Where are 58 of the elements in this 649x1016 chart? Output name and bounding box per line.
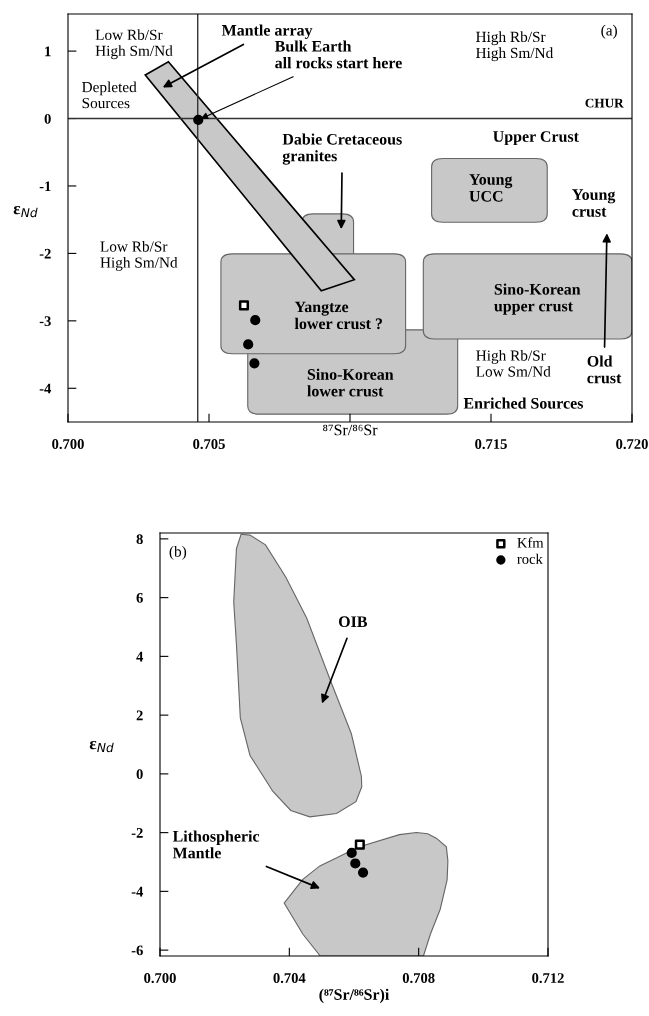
annotation: (a) xyxy=(601,24,617,39)
annotation: Depleted Sources xyxy=(82,81,137,109)
x-tick-label: 0.700 xyxy=(52,439,84,449)
y-tick-label: -6 xyxy=(131,945,143,956)
y-tick-label: 0 xyxy=(44,113,51,124)
y-tick-label: -1 xyxy=(39,181,51,192)
annotation: OIB xyxy=(338,616,368,628)
y-tick-label: 6 xyxy=(136,593,143,603)
point xyxy=(354,839,365,850)
x-tick-label: 0.700 xyxy=(144,973,176,983)
annotation: Low Rb/Sr High Sm/Nd xyxy=(95,29,173,60)
annotation: Lithospheric Mantle xyxy=(172,830,260,859)
x-tick-label: 0.708 xyxy=(402,973,435,983)
annotation: Sino-Korean upper crust xyxy=(494,283,581,315)
legend-label: rock xyxy=(517,553,543,564)
annotation: Bulk Earth all rocks start here xyxy=(274,40,402,69)
point xyxy=(193,114,204,125)
x-tick-label: 0.705 xyxy=(193,439,225,449)
annotation: High Rb/Sr High Sm/Nd xyxy=(476,31,554,62)
point xyxy=(346,847,357,858)
annotation: Low Rb/Sr High Sm/Nd xyxy=(100,240,178,271)
ref-line-label: CHUR xyxy=(585,98,624,108)
y-tick-label: 1 xyxy=(45,46,51,57)
annotation: Young UCC xyxy=(469,174,513,202)
y-tick-label: 8 xyxy=(136,534,143,545)
annotation: (b) xyxy=(169,545,187,560)
annotation: Mantle array xyxy=(221,24,313,40)
annotation: High Rb/Sr Low Sm/Nd xyxy=(476,349,551,377)
annotation: Dabie Cretaceous granites xyxy=(282,133,402,165)
annotation: Old crust xyxy=(587,355,622,384)
legend-label: Kfm xyxy=(517,537,544,548)
y-tick-label: 2 xyxy=(136,710,143,721)
point xyxy=(243,339,254,350)
y-tick-label: 4 xyxy=(136,651,144,662)
annotation: Young crust xyxy=(572,189,616,217)
annotation: Yangtze lower crust ? xyxy=(294,301,382,330)
point xyxy=(357,867,369,878)
y-tick-label: -2 xyxy=(39,248,51,259)
y-axis-title: ε$_{Nd}$ xyxy=(13,205,38,218)
point xyxy=(249,358,260,369)
annotation: Upper Crust xyxy=(493,131,579,146)
y-tick-label: -4 xyxy=(131,886,144,897)
x-tick-label: 0.712 xyxy=(532,973,564,983)
y-axis-title: ε$_{Nd}$ xyxy=(89,740,114,753)
point xyxy=(250,315,261,326)
y-tick-label: 0 xyxy=(136,769,143,780)
y-tick-label: -4 xyxy=(39,383,52,394)
x-tick-label: 0.720 xyxy=(616,439,648,449)
annotation: Sino-Korean lower crust xyxy=(307,368,394,397)
x-axis-title: (⁸⁷Sr/⁸⁶Sr)i xyxy=(319,988,390,1004)
y-tick-label: -2 xyxy=(131,828,143,838)
point xyxy=(350,858,361,869)
x-tick-label: 0.715 xyxy=(475,439,507,449)
x-axis-title: ⁸⁷Sr/⁸⁶Sr xyxy=(323,424,378,436)
point xyxy=(238,300,250,311)
x-tick-label: 0.704 xyxy=(273,973,306,983)
annotation: Enriched Sources xyxy=(463,397,584,409)
y-tick-label: -3 xyxy=(39,316,51,327)
